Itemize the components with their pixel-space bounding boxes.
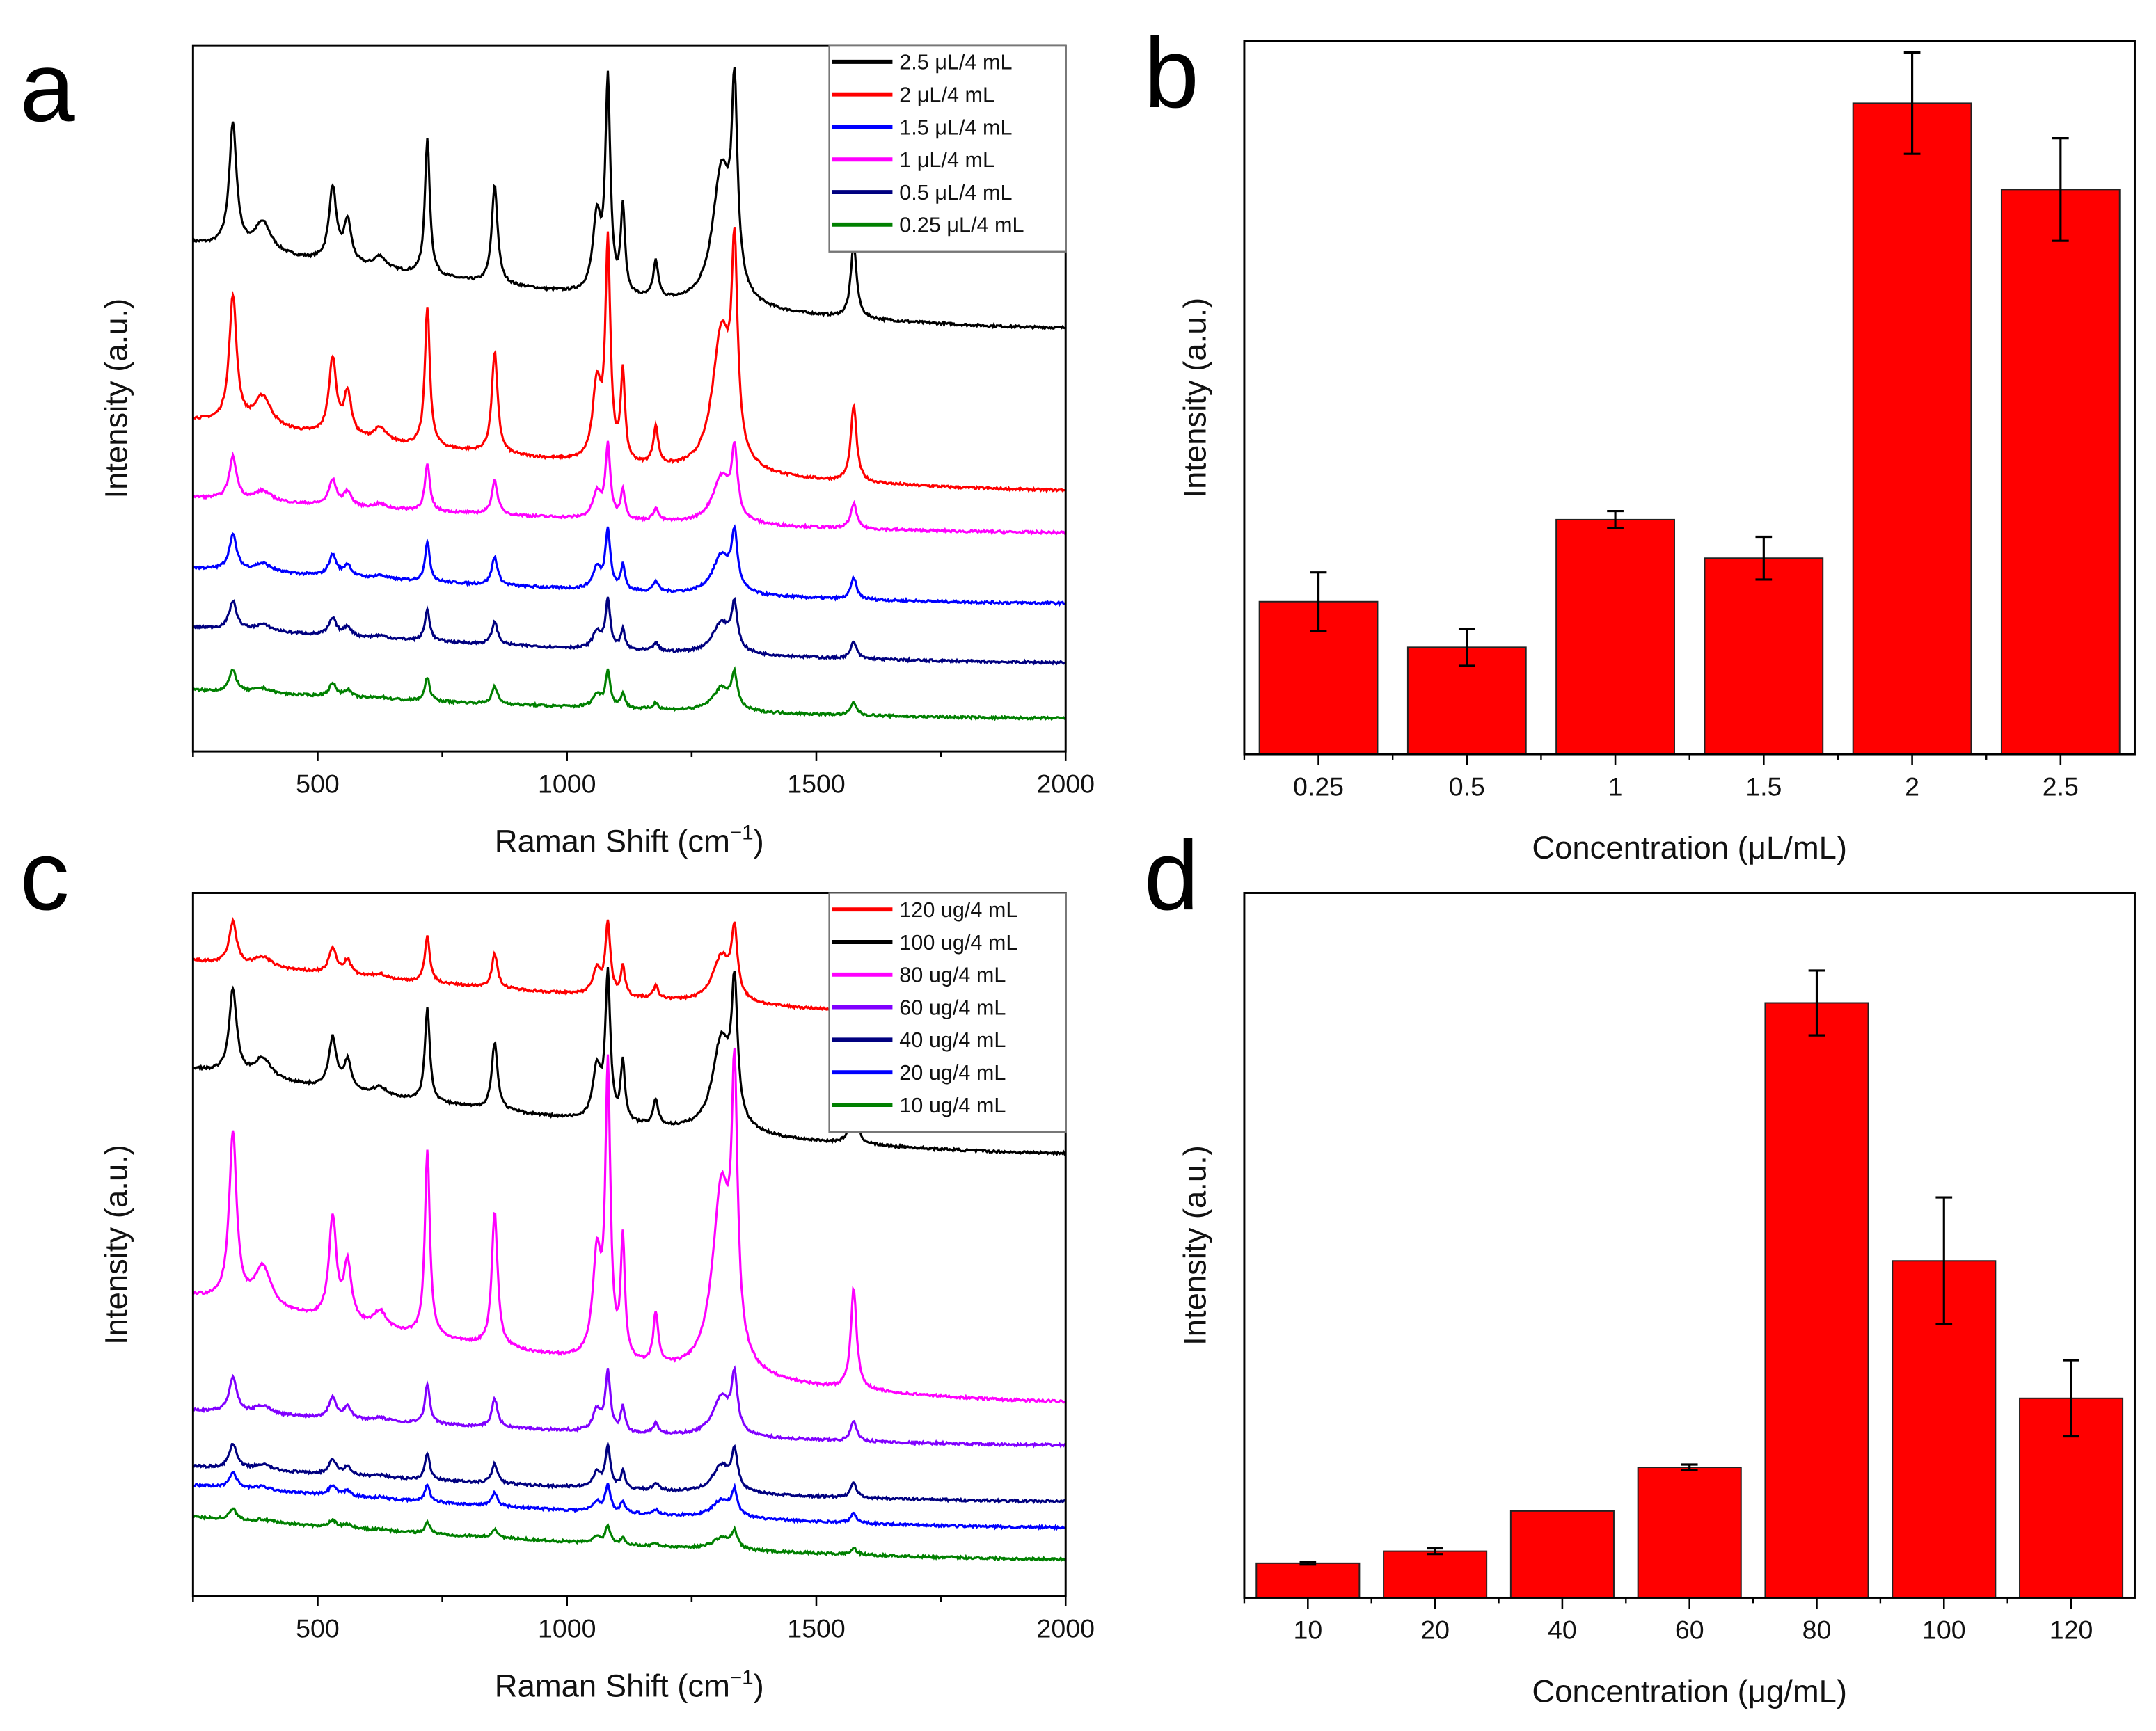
series-line-0: [191, 67, 1067, 331]
series-line-2: [192, 1047, 1067, 1404]
legend-label: 100 ug/4 mL: [899, 931, 1017, 955]
series-line-3: [192, 1365, 1066, 1449]
series-line-2: [192, 524, 1066, 607]
series-line-5: [192, 666, 1066, 721]
y-axis-label: Intensity (a.u.): [1178, 1145, 1213, 1346]
bar-10: [1255, 1562, 1361, 1599]
x-tick-label: 1500: [787, 1614, 845, 1643]
chart-c: 500 1000 1500 2000 Raman Shift (cm−1) Intensi…: [99, 892, 1095, 1704]
bar-1: [1555, 518, 1675, 756]
plot-frame: [1243, 892, 2136, 1599]
panel-label-d: d: [1144, 820, 1199, 931]
y-axis-label: Intensity (a.u.): [1178, 298, 1213, 498]
x-axis-label: Concentration (μg/mL): [1532, 1674, 1847, 1709]
x-tick-label: 120: [2050, 1616, 2093, 1645]
legend-label: 120 ug/4 mL: [899, 898, 1017, 922]
legend-label: 0.25 μL/4 mL: [899, 214, 1024, 237]
legend-label: 10 ug/4 mL: [899, 1094, 1006, 1117]
panel-label-b: b: [1144, 18, 1199, 129]
series-line-4: [193, 1440, 1066, 1504]
x-axis-label: Raman Shift (cm−1): [495, 821, 764, 859]
panel-label-a: a: [20, 32, 76, 143]
legend-label: 1.5 μL/4 mL: [899, 115, 1012, 139]
x-axis-label-sup: −1: [730, 1666, 754, 1689]
bar-20: [1383, 1550, 1488, 1599]
bar-40: [1509, 1510, 1615, 1599]
legend-box: [828, 892, 1067, 1133]
legend-label: 60 ug/4 mL: [899, 996, 1006, 1019]
x-axis-label-main: Raman Shift (cm: [495, 823, 730, 859]
x-tick-label: 0.25: [1293, 772, 1344, 801]
x-tick-label: 60: [1675, 1616, 1704, 1645]
x-tick-label: 2000: [1037, 1614, 1095, 1643]
bar-60: [1637, 1467, 1742, 1599]
x-tick-label: 100: [1922, 1616, 1966, 1645]
x-tick-label: 500: [296, 1614, 340, 1643]
bar-2: [1852, 102, 1972, 756]
bar-1.5: [1704, 557, 1824, 756]
legend-label: 80 ug/4 mL: [899, 964, 1006, 987]
series-line-1: [193, 227, 1067, 494]
x-tick-label: 1.5: [1745, 772, 1782, 801]
plot-frame: [191, 44, 1067, 753]
chart-a: 500 1000 1500 2000 Raman Shift (cm−1) Intensi…: [99, 44, 1095, 859]
legend-label: 2 μL/4 mL: [899, 83, 994, 107]
y-axis-label: Intensity (a.u.): [99, 298, 134, 499]
x-tick-label: 80: [1802, 1616, 1832, 1645]
legend-label: 40 ug/4 mL: [899, 1028, 1006, 1052]
x-axis-label: Raman Shift (cm−1): [495, 1666, 764, 1704]
x-tick-label: 2000: [1037, 769, 1095, 798]
x-tick-label: 2.5: [2043, 772, 2079, 801]
series-line-1: [192, 967, 1066, 1156]
legend-label: 20 ug/4 mL: [899, 1061, 1006, 1085]
y-axis-label: Intensity (a.u.): [99, 1144, 134, 1345]
series-line-5: [193, 1471, 1067, 1531]
panel-label-c: c: [20, 820, 70, 931]
x-axis-label-end: ): [754, 1668, 764, 1704]
chart-b: 0.25 0.5 1 1.5 2 2.5 Concentration (μL/mL) Inte…: [1178, 40, 2136, 866]
plot-frame: [191, 892, 1067, 1597]
series-line-3: [192, 440, 1067, 536]
x-axis-label-end: ): [754, 823, 764, 859]
chart-d: 10 20 40 60 80 100 120 Concentration (μg/mL) Int…: [1178, 892, 2136, 1709]
x-axis-label: Concentration (μL/mL): [1532, 830, 1847, 866]
series-line-6: [192, 1507, 1067, 1563]
x-axis-label-main: Raman Shift (cm: [495, 1668, 730, 1704]
x-tick-label: 1000: [538, 1614, 596, 1643]
legend-label: 2.5 μL/4 mL: [899, 51, 1012, 74]
bar-80: [1764, 1002, 1869, 1599]
x-axis-label-sup: −1: [730, 821, 754, 844]
x-tick-label: 0.5: [1449, 772, 1485, 801]
x-tick-label: 1500: [787, 769, 845, 798]
x-tick-label: 1: [1608, 772, 1623, 801]
legend-box: [828, 44, 1067, 253]
legend-label: 0.5 μL/4 mL: [899, 181, 1012, 205]
bar-2.5: [2000, 189, 2121, 756]
series-line-4: [192, 596, 1066, 666]
x-tick-label: 500: [296, 769, 340, 798]
x-tick-label: 20: [1420, 1616, 1450, 1645]
x-tick-label: 1000: [538, 769, 596, 798]
x-tick-label: 40: [1548, 1616, 1577, 1645]
legend-label: 1 μL/4 mL: [899, 148, 994, 172]
x-tick-label: 10: [1293, 1616, 1322, 1645]
plot-frame: [1243, 40, 2136, 756]
x-tick-label: 2: [1905, 772, 1919, 801]
